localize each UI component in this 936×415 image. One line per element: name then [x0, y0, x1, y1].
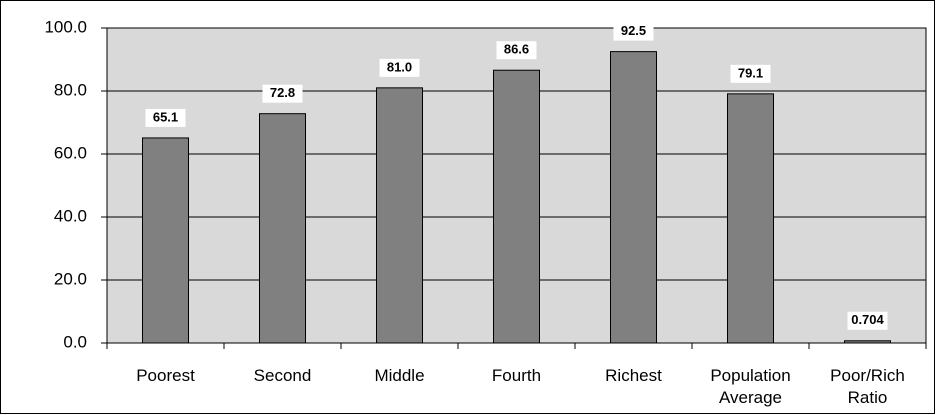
y-tick-label: 20.0: [54, 269, 87, 288]
y-tick-label: 60.0: [54, 143, 87, 162]
value-label: 79.1: [738, 65, 763, 80]
x-tick-label: Population Average: [710, 366, 791, 407]
value-label-bg: [730, 64, 771, 83]
value-label-bg: [262, 84, 303, 103]
value-label-bg: [847, 311, 888, 330]
x-tick-label: Poorest: [136, 366, 195, 385]
y-tick-label: 100.0: [44, 17, 87, 36]
value-label: 86.6: [504, 42, 529, 57]
x-tick-label: Richest: [605, 366, 662, 385]
x-tick-label: Fourth: [491, 366, 542, 385]
bar: [493, 69, 540, 344]
bar: [844, 340, 891, 344]
value-label-bg: [379, 58, 420, 77]
bar: [259, 113, 306, 344]
y-tick-label: 0.0: [63, 332, 87, 351]
bar: [727, 93, 774, 344]
value-label: 0.704: [851, 312, 884, 327]
y-tick-label: 40.0: [54, 206, 87, 225]
value-label: 72.8: [270, 85, 295, 100]
y-tick-label: 80.0: [54, 80, 87, 99]
value-label-bg: [145, 108, 186, 127]
x-tick-label: Second: [253, 366, 312, 385]
value-label: 92.5: [621, 23, 646, 38]
value-label: 65.1: [153, 109, 178, 124]
bar: [376, 87, 423, 344]
bar: [142, 137, 189, 344]
value-label-bg: [496, 41, 537, 60]
x-tick-label: Middle: [374, 366, 425, 385]
bar: [610, 51, 657, 344]
value-label: 81.0: [387, 59, 412, 74]
value-label-bg: [613, 22, 654, 41]
x-tick-label: Poor/Rich Ratio: [830, 366, 905, 407]
